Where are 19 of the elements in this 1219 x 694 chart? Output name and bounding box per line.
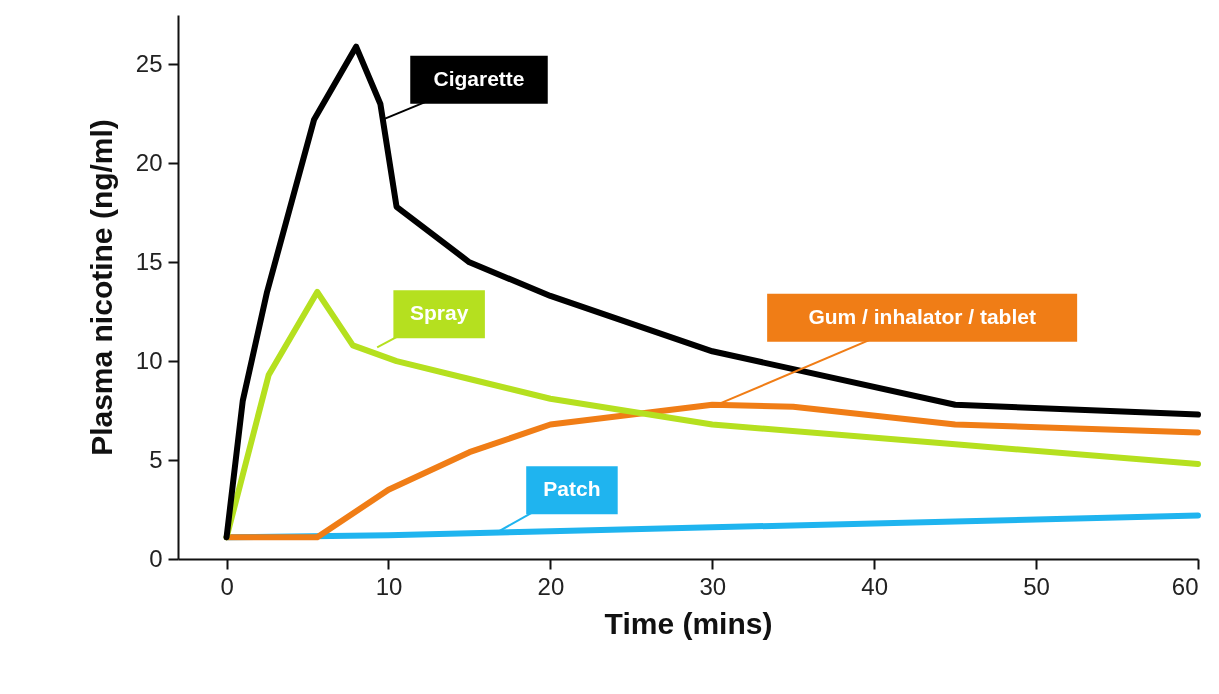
y-tick-label: 15 (135, 247, 163, 275)
y-tick-label: 20 (135, 148, 163, 176)
x-tick-label: 30 (699, 572, 727, 600)
x-tick-label: 0 (220, 572, 234, 600)
annotation: Spray (409, 301, 469, 325)
x-tick-label: 20 (537, 572, 565, 600)
annotation: Patch (543, 477, 601, 501)
annotation: Gum / inhalator / tablet (808, 304, 1036, 328)
y-tick-label: 25 (135, 49, 163, 77)
x-axis-title: Time (mins) (604, 606, 773, 640)
x-tick-label: 60 (1171, 572, 1199, 600)
y-tick-label: 10 (135, 346, 163, 374)
x-tick-label: 50 (1023, 572, 1050, 600)
y-axis-title: Plasma nicotine (ng/ml) (84, 119, 118, 456)
x-tick-label: 40 (861, 572, 889, 600)
annotation: Cigarette (433, 66, 525, 90)
y-tick-label: 5 (149, 445, 163, 473)
y-tick-label: 0 (149, 544, 163, 572)
x-tick-label: 10 (375, 572, 403, 600)
